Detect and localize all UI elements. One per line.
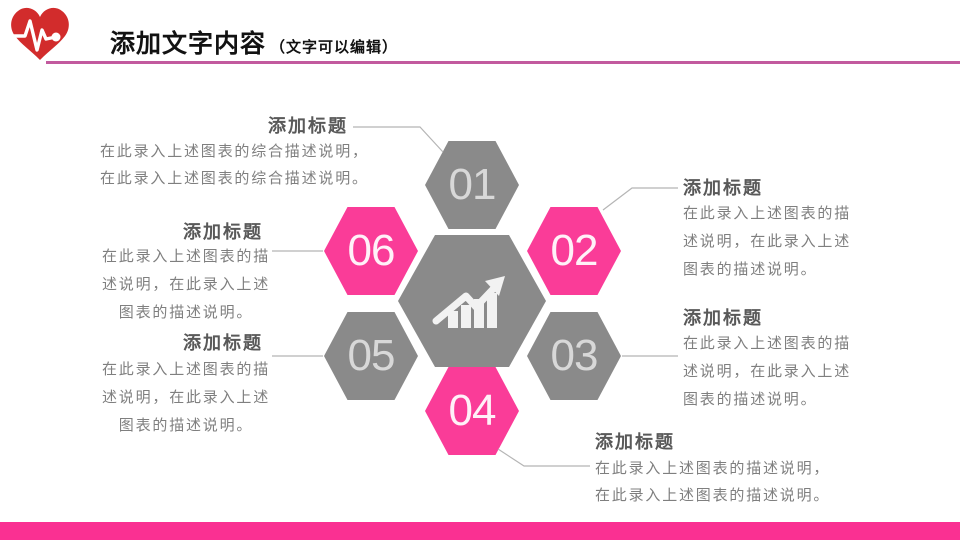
hexagon-06-number: 06 — [347, 226, 396, 275]
heart-ecg-icon — [8, 5, 72, 63]
block-03-body-line: 在此录入上述图表的描 — [683, 335, 852, 352]
header-divider-line — [46, 61, 960, 64]
block-02-body: 在此录入上述图表的描 述说明，在此录入上述 图表的描述说明。 — [683, 200, 859, 284]
block-03-body-line: 述说明，在此录入上述 — [683, 363, 852, 380]
trend-up-bar-chart-icon — [432, 276, 505, 328]
block-03-body-line: 图表的描述说明。 — [683, 391, 818, 408]
block-03-title: 添加标题 — [683, 308, 763, 328]
block-05-title: 添加标题 — [183, 333, 263, 353]
block-05-body-line: 图表的描述说明。 — [118, 417, 254, 434]
block-04-title: 添加标题 — [595, 432, 675, 452]
connector-line-01 — [353, 126, 444, 153]
page-title: 添加文字内容 — [110, 30, 267, 58]
hexagon-05-number: 05 — [347, 331, 396, 380]
hexagon-01-number: 01 — [448, 160, 497, 209]
block-02-body-line: 在此录入上述图表的描 — [683, 205, 852, 222]
block-04-body-line: 在此录入上述图表的描述说明。 — [595, 487, 831, 504]
hexagon-03-number: 03 — [550, 331, 599, 380]
block-06-body-line: 图表的描述说明。 — [118, 304, 254, 321]
block-06-title: 添加标题 — [183, 222, 263, 242]
hexagon-02: 02 — [527, 207, 621, 295]
block-01-body-line: 在此录入上述图表的综合描述说明。 — [100, 170, 369, 187]
hexagon-02-number: 02 — [550, 226, 599, 275]
block-02-body-line: 述说明，在此录入上述 — [683, 233, 852, 250]
slide-header: 添加文字内容 （文字可以编辑） — [110, 24, 398, 60]
block-04-body: 在此录入上述图表的描述说明， 在此录入上述图表的描述说明。 — [595, 455, 875, 509]
block-04-body-line: 在此录入上述图表的描述说明， — [595, 460, 831, 477]
block-03-body: 在此录入上述图表的描 述说明，在此录入上述 图表的描述说明。 — [683, 330, 859, 414]
block-05-body: 在此录入上述图表的描 述说明，在此录入上述 图表的描述说明。 — [102, 356, 270, 440]
page-subtitle: （文字可以编辑） — [270, 39, 399, 56]
block-01-body: 在此录入上述图表的综合描述说明， 在此录入上述图表的综合描述说明。 — [100, 138, 400, 192]
connector-line-02 — [602, 187, 678, 211]
block-02-title: 添加标题 — [683, 178, 763, 198]
block-01-title: 添加标题 — [268, 116, 348, 136]
hexagon-04-number: 04 — [448, 386, 497, 435]
block-05-body-line: 在此录入上述图表的描 — [102, 361, 271, 378]
block-01-body-line: 在此录入上述图表的综合描述说明， — [100, 143, 369, 160]
block-02-body-line: 图表的描述说明。 — [683, 261, 818, 278]
block-06-body-line: 述说明，在此录入上述 — [102, 276, 271, 293]
block-06-body-line: 在此录入上述图表的描 — [102, 248, 271, 265]
footer-accent-bar — [0, 522, 960, 540]
block-06-body: 在此录入上述图表的描 述说明，在此录入上述 图表的描述说明。 — [102, 243, 270, 327]
connector-line-04 — [497, 448, 590, 467]
hexagon-03: 03 — [527, 312, 621, 400]
block-05-body-line: 述说明，在此录入上述 — [102, 389, 271, 406]
